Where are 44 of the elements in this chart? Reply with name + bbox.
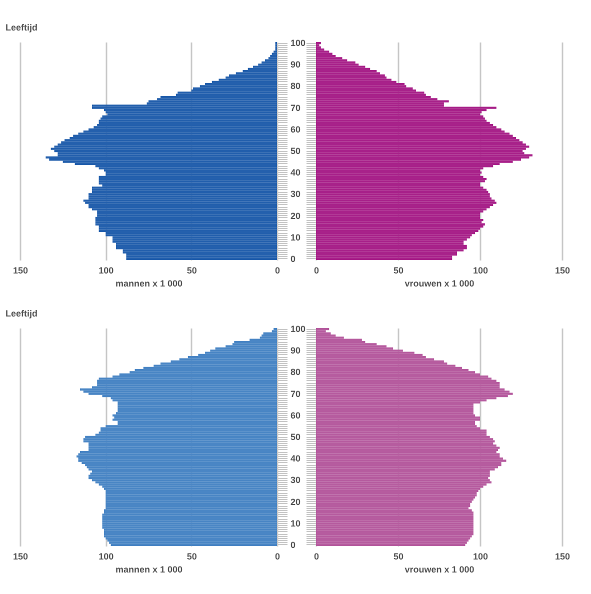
y-tick-label: 70 (290, 388, 301, 399)
y-tick-label: 10 (290, 232, 301, 242)
x-tick-label: 100 (472, 266, 488, 276)
y-tick-label: 30 (290, 475, 301, 486)
x-tick-label: 0 (314, 552, 320, 562)
y-axis-title: Leeftijd (6, 308, 38, 318)
y-tick-label: 70 (290, 102, 301, 113)
y-tick-label: 90 (290, 346, 301, 356)
y-tick-label: 40 (290, 454, 301, 464)
x-axis-title: mannen x 1 000 (115, 564, 183, 574)
y-tick-label: 10 (290, 518, 301, 528)
x-tick-label: 150 (554, 266, 570, 276)
x-tick-label: 0 (314, 266, 320, 276)
y-tick-label: 80 (290, 81, 301, 92)
y-axis-title: Leeftijd (6, 22, 38, 32)
y-tick-label: 40 (290, 168, 301, 178)
x-tick-label: 50 (186, 552, 197, 562)
y-tick-label: 20 (290, 496, 301, 507)
x-tick-label: 100 (472, 552, 488, 562)
y-tick-label: 100 (290, 324, 306, 334)
x-tick-label: 0 (274, 266, 280, 276)
y-tick-label: 60 (290, 410, 301, 420)
y-tick-label: 30 (290, 189, 301, 200)
x-tick-label: 100 (98, 552, 114, 562)
x-tick-label: 50 (393, 266, 404, 276)
x-axis-title: vrouwen x 1 000 (404, 564, 474, 574)
y-tick-label: 0 (290, 540, 296, 550)
y-tick-label: 90 (290, 60, 301, 70)
y-tick-label: 20 (290, 210, 301, 221)
y-tick-label: 100 (290, 38, 306, 48)
y-tick-label: 80 (290, 367, 301, 378)
y-tick-label: 50 (290, 432, 301, 442)
y-tick-label: 0 (290, 254, 296, 264)
x-tick-label: 50 (393, 552, 404, 562)
x-tick-label: 100 (98, 266, 114, 276)
x-tick-label: 150 (12, 266, 28, 276)
x-tick-label: 0 (274, 552, 280, 562)
x-tick-label: 150 (12, 552, 28, 562)
y-tick-label: 60 (290, 124, 301, 134)
y-tick-label: 50 (290, 146, 301, 156)
x-tick-label: 50 (186, 266, 197, 276)
x-axis-title: mannen x 1 000 (115, 278, 183, 288)
x-axis-title: vrouwen x 1 000 (404, 278, 474, 288)
x-tick-label: 150 (554, 552, 570, 562)
